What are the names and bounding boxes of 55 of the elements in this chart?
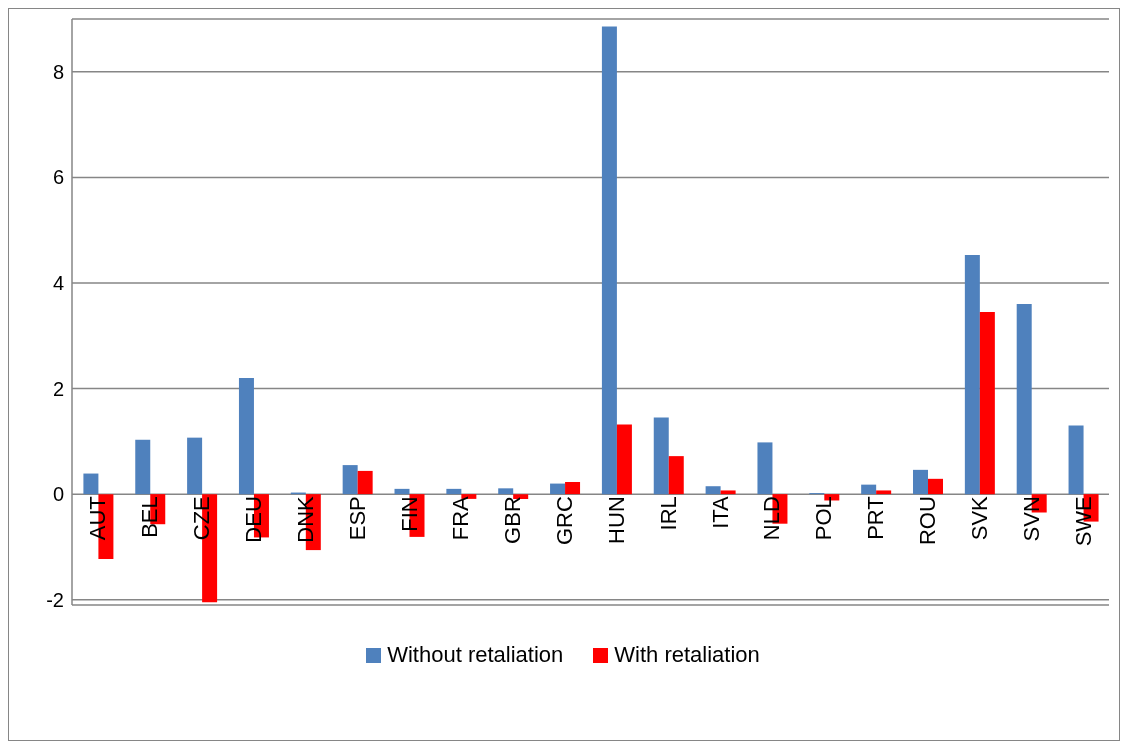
bar (446, 488, 462, 495)
bar (668, 456, 684, 495)
x-tick-label: ROU (915, 496, 941, 546)
x-tick-label: SWE (1070, 496, 1096, 547)
bar (964, 254, 980, 495)
y-tick-label: 6 (52, 166, 64, 189)
x-tick-label: FRA (448, 495, 474, 541)
bar (187, 437, 203, 495)
y-tick-label: 2 (52, 377, 64, 400)
bar (513, 494, 529, 499)
x-tick-label: ESP (344, 496, 370, 541)
bar (135, 439, 151, 495)
y-tick-label: 8 (52, 60, 64, 83)
y-tick-label: -2 (46, 588, 64, 611)
y-tick-label: 0 (52, 483, 64, 506)
bar (757, 442, 773, 495)
x-tick-label: DEU (240, 496, 266, 543)
x-tick-label: NLD (759, 496, 785, 541)
x-tick-label: POL (811, 496, 837, 541)
bar (357, 470, 373, 495)
bar (83, 473, 99, 495)
x-tick-label: ITA (707, 495, 733, 529)
bar (565, 481, 581, 495)
x-tick-label: CZE (189, 496, 215, 541)
x-tick-label: PRT (863, 496, 889, 540)
bar (498, 488, 514, 495)
bar (928, 478, 944, 495)
y-tick-label: 4 (52, 272, 64, 295)
bar (705, 486, 721, 495)
x-tick-label: BEL (137, 496, 163, 538)
x-tick-label: SVK (966, 495, 992, 541)
bar (394, 488, 410, 495)
legend-label: With retaliation (614, 642, 760, 668)
bar (342, 465, 358, 495)
bar (238, 377, 254, 495)
x-tick-label: IRL (655, 496, 681, 531)
x-tick-label: GRC (552, 496, 578, 546)
x-tick-label: FIN (396, 496, 422, 532)
bar (861, 484, 877, 495)
bar (720, 490, 736, 495)
bar (876, 490, 892, 495)
legend-label: Without retaliation (387, 642, 564, 668)
x-tick-label: AUT (85, 496, 111, 541)
x-tick-label: SVN (1018, 496, 1044, 542)
bar (653, 417, 669, 495)
bar (1016, 304, 1032, 495)
x-tick-label: DNK (292, 495, 318, 543)
bar (616, 424, 632, 495)
x-tick-label: GBR (500, 496, 526, 544)
bar (550, 483, 566, 495)
bar (1068, 425, 1084, 495)
bar (601, 26, 617, 495)
x-tick-label: HUN (603, 496, 629, 544)
bar (913, 469, 929, 495)
bar (979, 312, 995, 495)
